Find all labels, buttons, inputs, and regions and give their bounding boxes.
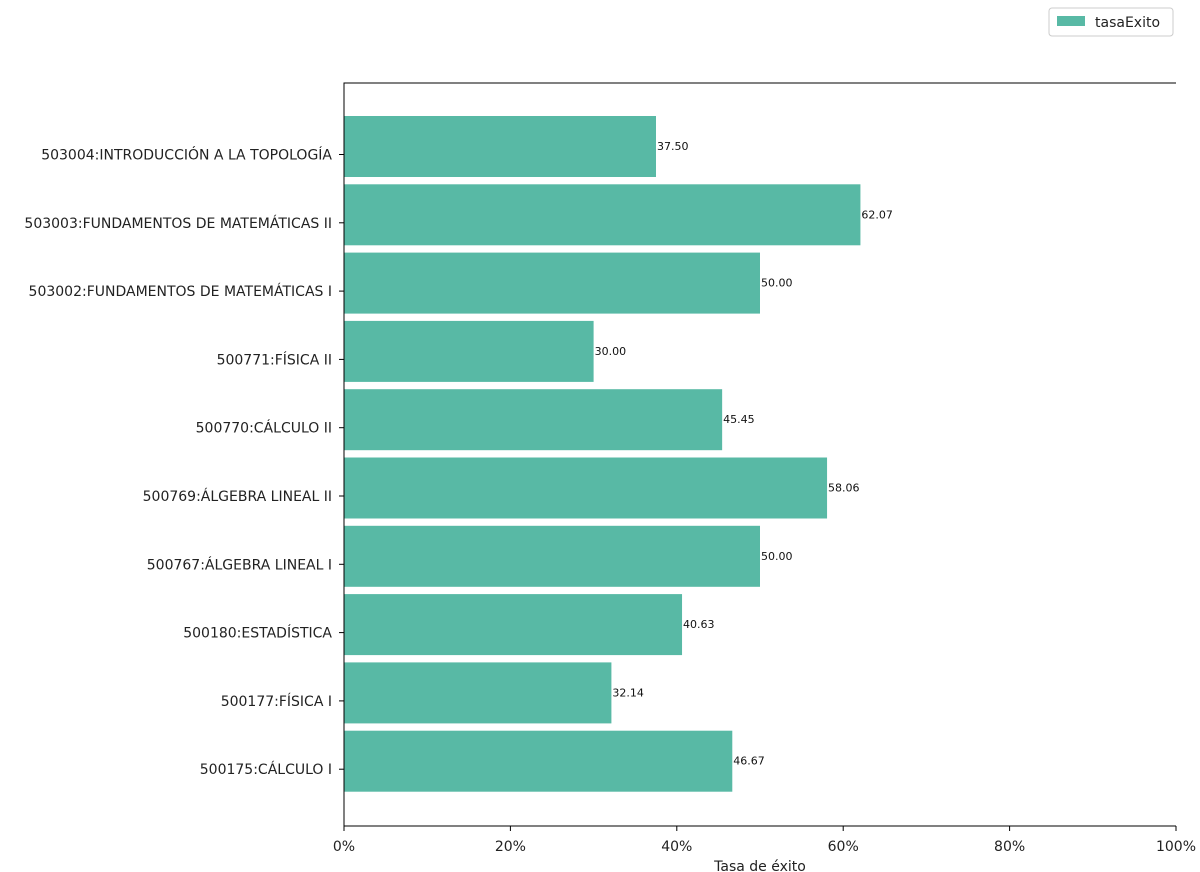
y-tick-label: 500767:ÁLGEBRA LINEAL I [147, 556, 332, 573]
bar-value-label: 30.00 [595, 345, 627, 358]
bar [344, 320, 594, 382]
legend: tasaExito [1048, 7, 1174, 37]
x-tick-label: 0% [333, 839, 355, 855]
bar [344, 252, 760, 314]
bar-value-label: 40.63 [683, 618, 715, 631]
bar [344, 389, 723, 451]
x-ticks-group: 0% 20% 40% 60% 80% 100% [333, 826, 1196, 855]
y-tick-label: 500769:ÁLGEBRA LINEAL II [143, 488, 332, 505]
bar-value-label: 62.07 [861, 208, 893, 221]
y-tick-label: 503002:FUNDAMENTOS DE MATEMÁTICAS I [29, 283, 332, 300]
bar-value-label: 45.45 [723, 413, 755, 426]
bar [344, 184, 861, 246]
y-tick-label: 500177:FÍSICA I [221, 693, 332, 710]
y-tick-label: 500175:CÁLCULO I [200, 761, 332, 778]
x-axis-label: Tasa de éxito [713, 859, 806, 872]
bar-value-label: 46.67 [733, 755, 765, 768]
bar-value-label: 50.00 [761, 550, 793, 563]
bar-value-label: 50.00 [761, 277, 793, 290]
y-tick-label: 503004:INTRODUCCIÓN A LA TOPOLOGÍA [41, 146, 332, 164]
legend-label: tasaExito [1095, 15, 1160, 31]
bars-group [344, 116, 861, 792]
y-tick-label: 500180:ESTADÍSTICA [183, 625, 332, 642]
bar [344, 662, 612, 724]
bar [344, 116, 656, 177]
x-tick-label: 40% [661, 839, 692, 855]
x-tick-label: 100% [1156, 839, 1196, 855]
bar-value-label: 58.06 [828, 482, 860, 495]
x-tick-label: 80% [994, 839, 1025, 855]
bar-value-label: 37.50 [657, 140, 689, 153]
x-tick-label: 20% [495, 839, 526, 855]
value-labels-group: 46.67 32.14 40.63 50.00 58.06 45.45 30.00 50.00… [595, 140, 893, 768]
axes-frame [343, 82, 1176, 827]
bar-value-label: 32.14 [612, 686, 644, 699]
legend-swatch [1057, 16, 1085, 26]
bar [344, 594, 683, 656]
bar [344, 525, 760, 587]
category-labels-group: 500175:CÁLCULO I 500177:FÍSICA I 500180:ES… [24, 146, 344, 778]
y-tick-label: 500771:FÍSICA II [217, 351, 332, 368]
bar [344, 730, 733, 792]
legend-box [1048, 7, 1174, 37]
y-tick-label: 503003:FUNDAMENTOS DE MATEMÁTICAS II [24, 215, 332, 232]
x-tick-label: 60% [828, 839, 859, 855]
bar [344, 457, 828, 519]
y-tick-label: 500770:CÁLCULO II [196, 420, 332, 437]
